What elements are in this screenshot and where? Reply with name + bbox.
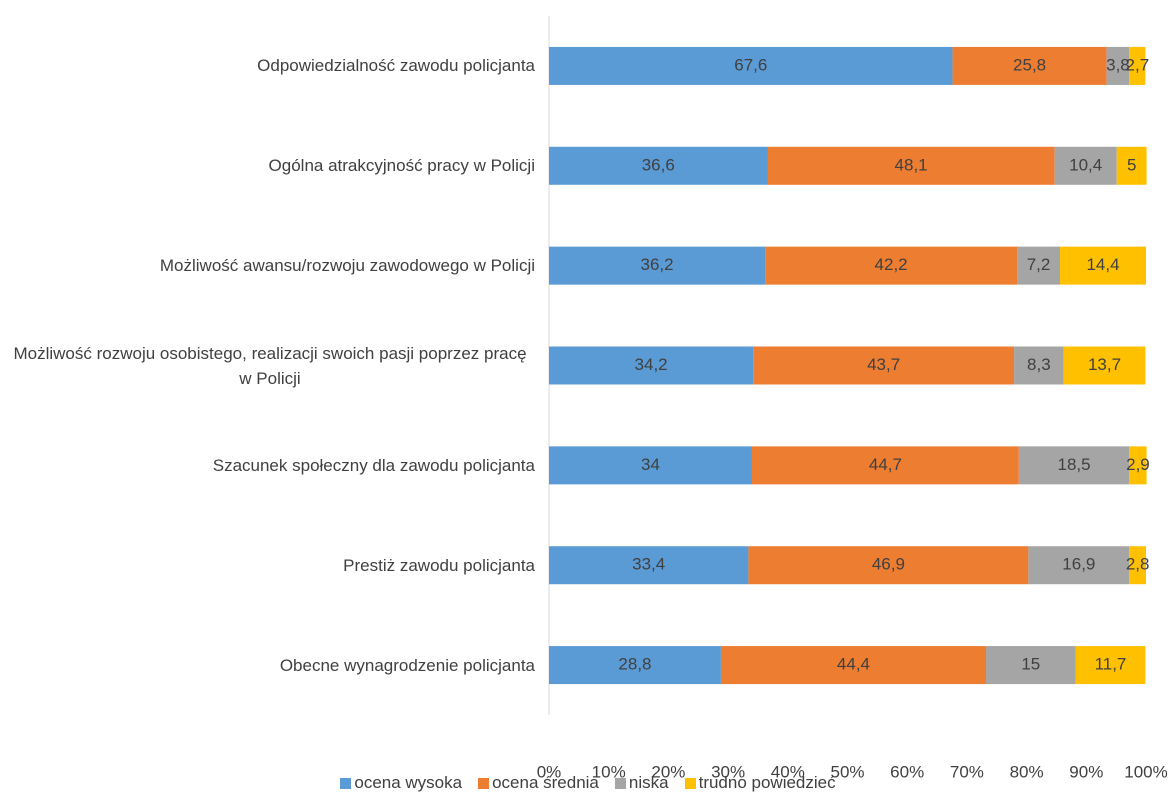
x-tick-label: 20% <box>651 762 685 781</box>
legend-label: ocena wysoka <box>354 773 463 792</box>
category-text: Odpowiedzialność zawodu policjanta <box>257 56 535 76</box>
data-label: 34 <box>641 455 660 474</box>
bar-segment <box>1063 346 1146 385</box>
data-label: 36,2 <box>641 255 674 274</box>
bar-segment <box>1116 146 1147 185</box>
x-tick-label: 10% <box>592 762 626 781</box>
bar-segment <box>748 546 1029 585</box>
data-label: 44,4 <box>837 655 870 674</box>
x-tick-label: 50% <box>830 762 864 781</box>
legend-label: ocena średnia <box>492 773 599 792</box>
category-label: Ogólna atrakcyjność pracy w Policji <box>269 136 535 196</box>
data-label: 48,1 <box>895 155 928 174</box>
x-tick-label: 80% <box>1010 762 1044 781</box>
bar-segment <box>753 346 1015 385</box>
bar-segment <box>986 646 1076 685</box>
bar-segment <box>549 146 768 185</box>
x-tick-label: 100% <box>1124 762 1167 781</box>
data-label: 10,4 <box>1069 155 1102 174</box>
category-label: Prestiż zawodu policjanta <box>343 535 535 595</box>
data-label: 3,8 <box>1106 55 1130 74</box>
data-label: 8,3 <box>1027 355 1051 374</box>
category-text: Możliwość rozwoju osobistego, realizacji… <box>13 343 527 388</box>
bar-segment <box>549 46 953 85</box>
x-tick-label: 70% <box>950 762 984 781</box>
bar-segment <box>1129 546 1146 585</box>
x-tick-label: 0% <box>537 762 562 781</box>
legend-label: niska <box>628 773 669 792</box>
x-tick-label: 60% <box>890 762 924 781</box>
category-label: Możliwość awansu/rozwoju zawodowego w Po… <box>160 236 535 296</box>
data-label: 67,6 <box>734 55 767 74</box>
bar-segment <box>1075 646 1146 685</box>
data-label: 42,2 <box>875 255 908 274</box>
bar-segment <box>549 646 721 685</box>
x-tick-label: 90% <box>1069 762 1103 781</box>
bar-segment <box>549 446 752 485</box>
data-label: 13,7 <box>1088 355 1121 374</box>
bar-segment <box>1129 46 1146 85</box>
category-label: Szacunek społeczny dla zawodu policjanta <box>213 435 535 495</box>
legend-label: trudno powiedzieć <box>698 773 836 792</box>
bar-segment <box>1106 46 1130 85</box>
x-tick-label: 40% <box>771 762 805 781</box>
legend-swatch <box>340 777 352 789</box>
bar-segment <box>549 246 766 285</box>
legend-item: ocena średnia <box>478 773 599 793</box>
legend-item: niska <box>614 773 669 793</box>
category-text: Ogólna atrakcyjność pracy w Policji <box>268 156 535 176</box>
legend-item: ocena wysoka <box>340 773 462 793</box>
data-label: 5 <box>1127 155 1136 174</box>
data-label: 11,7 <box>1095 655 1127 674</box>
legend-swatch <box>478 777 490 789</box>
category-label: Odpowiedzialność zawodu policjanta <box>257 36 535 96</box>
data-label: 2,8 <box>1126 555 1150 574</box>
bar-segment <box>549 546 749 585</box>
legend: ocena wysoka ocena średnia niska trudno pow… <box>0 773 1176 793</box>
bar-segment <box>767 146 1055 185</box>
data-label: 36,6 <box>642 155 675 174</box>
x-tick-label: 30% <box>711 762 745 781</box>
data-label: 46,9 <box>872 555 905 574</box>
bar-segment <box>1018 446 1130 485</box>
bar-segment <box>765 246 1018 285</box>
bar-segment <box>1014 346 1064 385</box>
category-text: Prestiż zawodu policjanta <box>343 555 535 575</box>
data-label: 18,5 <box>1058 455 1091 474</box>
data-label: 2,9 <box>1126 455 1150 474</box>
bar-segment <box>952 46 1107 85</box>
bar-segment <box>720 646 987 685</box>
data-label: 34,2 <box>635 355 668 374</box>
category-label: Obecne wynagrodzenie policjanta <box>280 635 535 695</box>
data-label: 15 <box>1021 655 1040 674</box>
data-label: 7,2 <box>1027 255 1051 274</box>
data-label: 28,8 <box>618 655 651 674</box>
bar-segment <box>1028 546 1130 585</box>
bar-segment <box>549 346 754 385</box>
category-text: Szacunek społeczny dla zawodu policjanta <box>212 455 535 475</box>
category-text: Możliwość awansu/rozwoju zawodowego w Po… <box>159 256 535 276</box>
legend-swatch <box>614 777 626 789</box>
data-label: 43,7 <box>867 355 900 374</box>
category-text: Obecne wynagrodzenie policjanta <box>279 655 535 675</box>
bar-segment <box>1060 246 1146 285</box>
bar-segment <box>1129 446 1147 485</box>
data-label: 25,8 <box>1013 55 1046 74</box>
data-label: 14,4 <box>1086 255 1119 274</box>
category-label: Możliwość rozwoju osobistego, realizacji… <box>5 336 535 396</box>
data-label: 33,4 <box>632 555 665 574</box>
bar-segment <box>1017 246 1061 285</box>
data-label: 44,7 <box>869 455 902 474</box>
bar-segment <box>1054 146 1117 185</box>
data-label: 16,9 <box>1062 555 1095 574</box>
legend-swatch <box>684 777 696 789</box>
data-label: 2,7 <box>1126 55 1150 74</box>
legend-item: trudno powiedzieć <box>684 773 836 793</box>
bar-segment <box>751 446 1019 485</box>
